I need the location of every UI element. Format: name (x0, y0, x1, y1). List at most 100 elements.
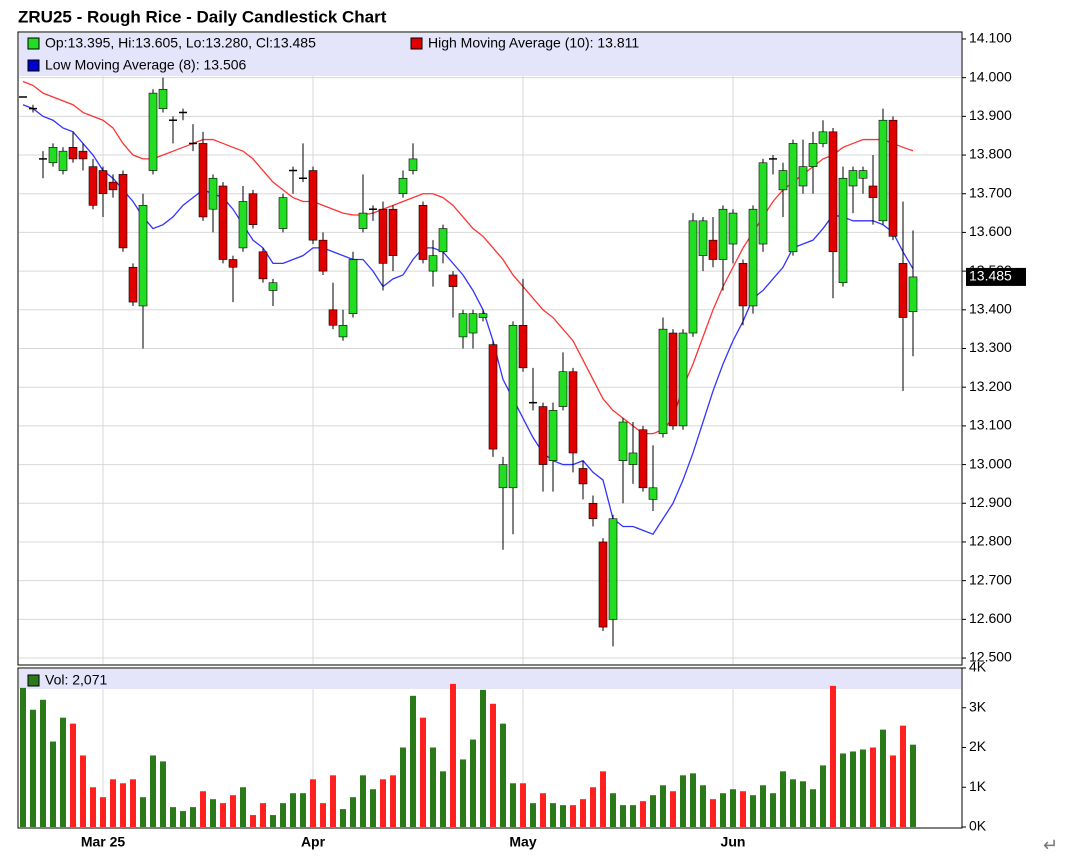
volume-bar (370, 789, 376, 827)
candle-body (778, 170, 788, 191)
volume-bar (190, 807, 196, 827)
legend-swatch (27, 59, 40, 72)
candle-body (848, 170, 858, 187)
y-tick-label: 13.200 (969, 378, 1012, 394)
candle-body (798, 166, 808, 187)
volume-bar (720, 793, 726, 827)
volume-tick-label: 3K (969, 698, 987, 714)
candle-body (138, 205, 148, 307)
volume-tick-label: 0K (969, 818, 987, 834)
candle-body (758, 162, 768, 245)
legend-band (19, 33, 961, 76)
candle-body (668, 332, 678, 427)
volume-bar (910, 744, 916, 827)
candle-body (788, 143, 798, 253)
candle-body (448, 274, 458, 287)
volume-bar (690, 773, 696, 827)
candle-body (438, 228, 448, 253)
volume-tick-label: 2K (969, 738, 987, 754)
volume-bar (400, 747, 406, 827)
legend-entry: Low Moving Average (8): 13.506 (45, 57, 247, 73)
candle-body (348, 259, 358, 314)
volume-bar (510, 783, 516, 827)
candle-body (48, 147, 58, 164)
volume-bar (140, 797, 146, 827)
candle-body (78, 150, 88, 160)
volume-bar (730, 789, 736, 827)
candle-body (468, 313, 478, 334)
volume-bar (130, 779, 136, 827)
y-tick-label: 13.000 (969, 455, 1012, 471)
chart-title: ZRU25 - Rough Rice - Daily Candlestick C… (18, 7, 387, 26)
volume-bar (770, 793, 776, 827)
y-tick-label: 12.500 (969, 649, 1012, 665)
volume-bar (420, 717, 426, 827)
volume-bar (70, 723, 76, 827)
volume-bar (810, 789, 816, 827)
volume-bar (470, 739, 476, 827)
candle-body (278, 197, 288, 229)
candle-body (428, 255, 438, 272)
volume-bar (540, 793, 546, 827)
candle-body (58, 150, 68, 171)
volume-bar (750, 795, 756, 827)
candle-body (248, 193, 258, 225)
volume-bar (430, 747, 436, 827)
candle-body (198, 143, 208, 218)
candle-body (598, 541, 608, 628)
candle-body (748, 208, 758, 307)
volume-bar (360, 775, 366, 827)
volume-bar (620, 805, 626, 827)
legend-swatch (410, 37, 423, 50)
candle-body (418, 205, 428, 260)
candle-body (238, 201, 248, 249)
candle-body (738, 263, 748, 307)
legend-swatch (27, 37, 40, 50)
volume-bar (250, 815, 256, 827)
candle-body (338, 324, 348, 338)
volume-bar (240, 787, 246, 827)
volume-bar (860, 749, 866, 827)
candle-body (98, 170, 108, 195)
x-tick-label: Jun (721, 834, 746, 850)
candle-body (498, 464, 508, 489)
candle-body (258, 251, 268, 280)
volume-bar (630, 805, 636, 827)
candle-body (318, 239, 328, 272)
volume-bar (840, 753, 846, 827)
volume-bar (320, 803, 326, 827)
candle-body (408, 158, 418, 171)
legend-entry: High Moving Average (10): 13.811 (428, 35, 639, 51)
volume-bar (570, 805, 576, 827)
volume-legend-band (19, 669, 961, 689)
volume-bar (650, 795, 656, 827)
last-price-label: 13.485 (969, 268, 1012, 284)
volume-bar (60, 717, 66, 827)
candle-body (658, 328, 668, 434)
candle-body (628, 452, 638, 465)
volume-bar (490, 703, 496, 827)
volume-bar (290, 793, 296, 827)
candle-body (608, 518, 618, 620)
candle-body (128, 266, 138, 303)
volume-bar (850, 751, 856, 827)
x-tick-label: Apr (301, 834, 326, 850)
volume-bar (160, 761, 166, 827)
volume-bar (520, 783, 526, 827)
volume-bar (460, 759, 466, 827)
volume-bar (500, 723, 506, 827)
candle-body (458, 313, 468, 338)
y-tick-label: 13.100 (969, 417, 1012, 433)
volume-bar (410, 695, 416, 827)
volume-bar (210, 799, 216, 827)
y-tick-label: 13.800 (969, 146, 1012, 162)
candle-body (618, 421, 628, 462)
candle-body (898, 263, 908, 318)
volume-bar (40, 699, 46, 827)
last-price-box (966, 267, 1026, 286)
candle-body (68, 147, 78, 160)
candle-body (388, 208, 398, 256)
volume-bar (530, 803, 536, 827)
candle-body (638, 429, 648, 489)
candle-body (688, 220, 698, 334)
